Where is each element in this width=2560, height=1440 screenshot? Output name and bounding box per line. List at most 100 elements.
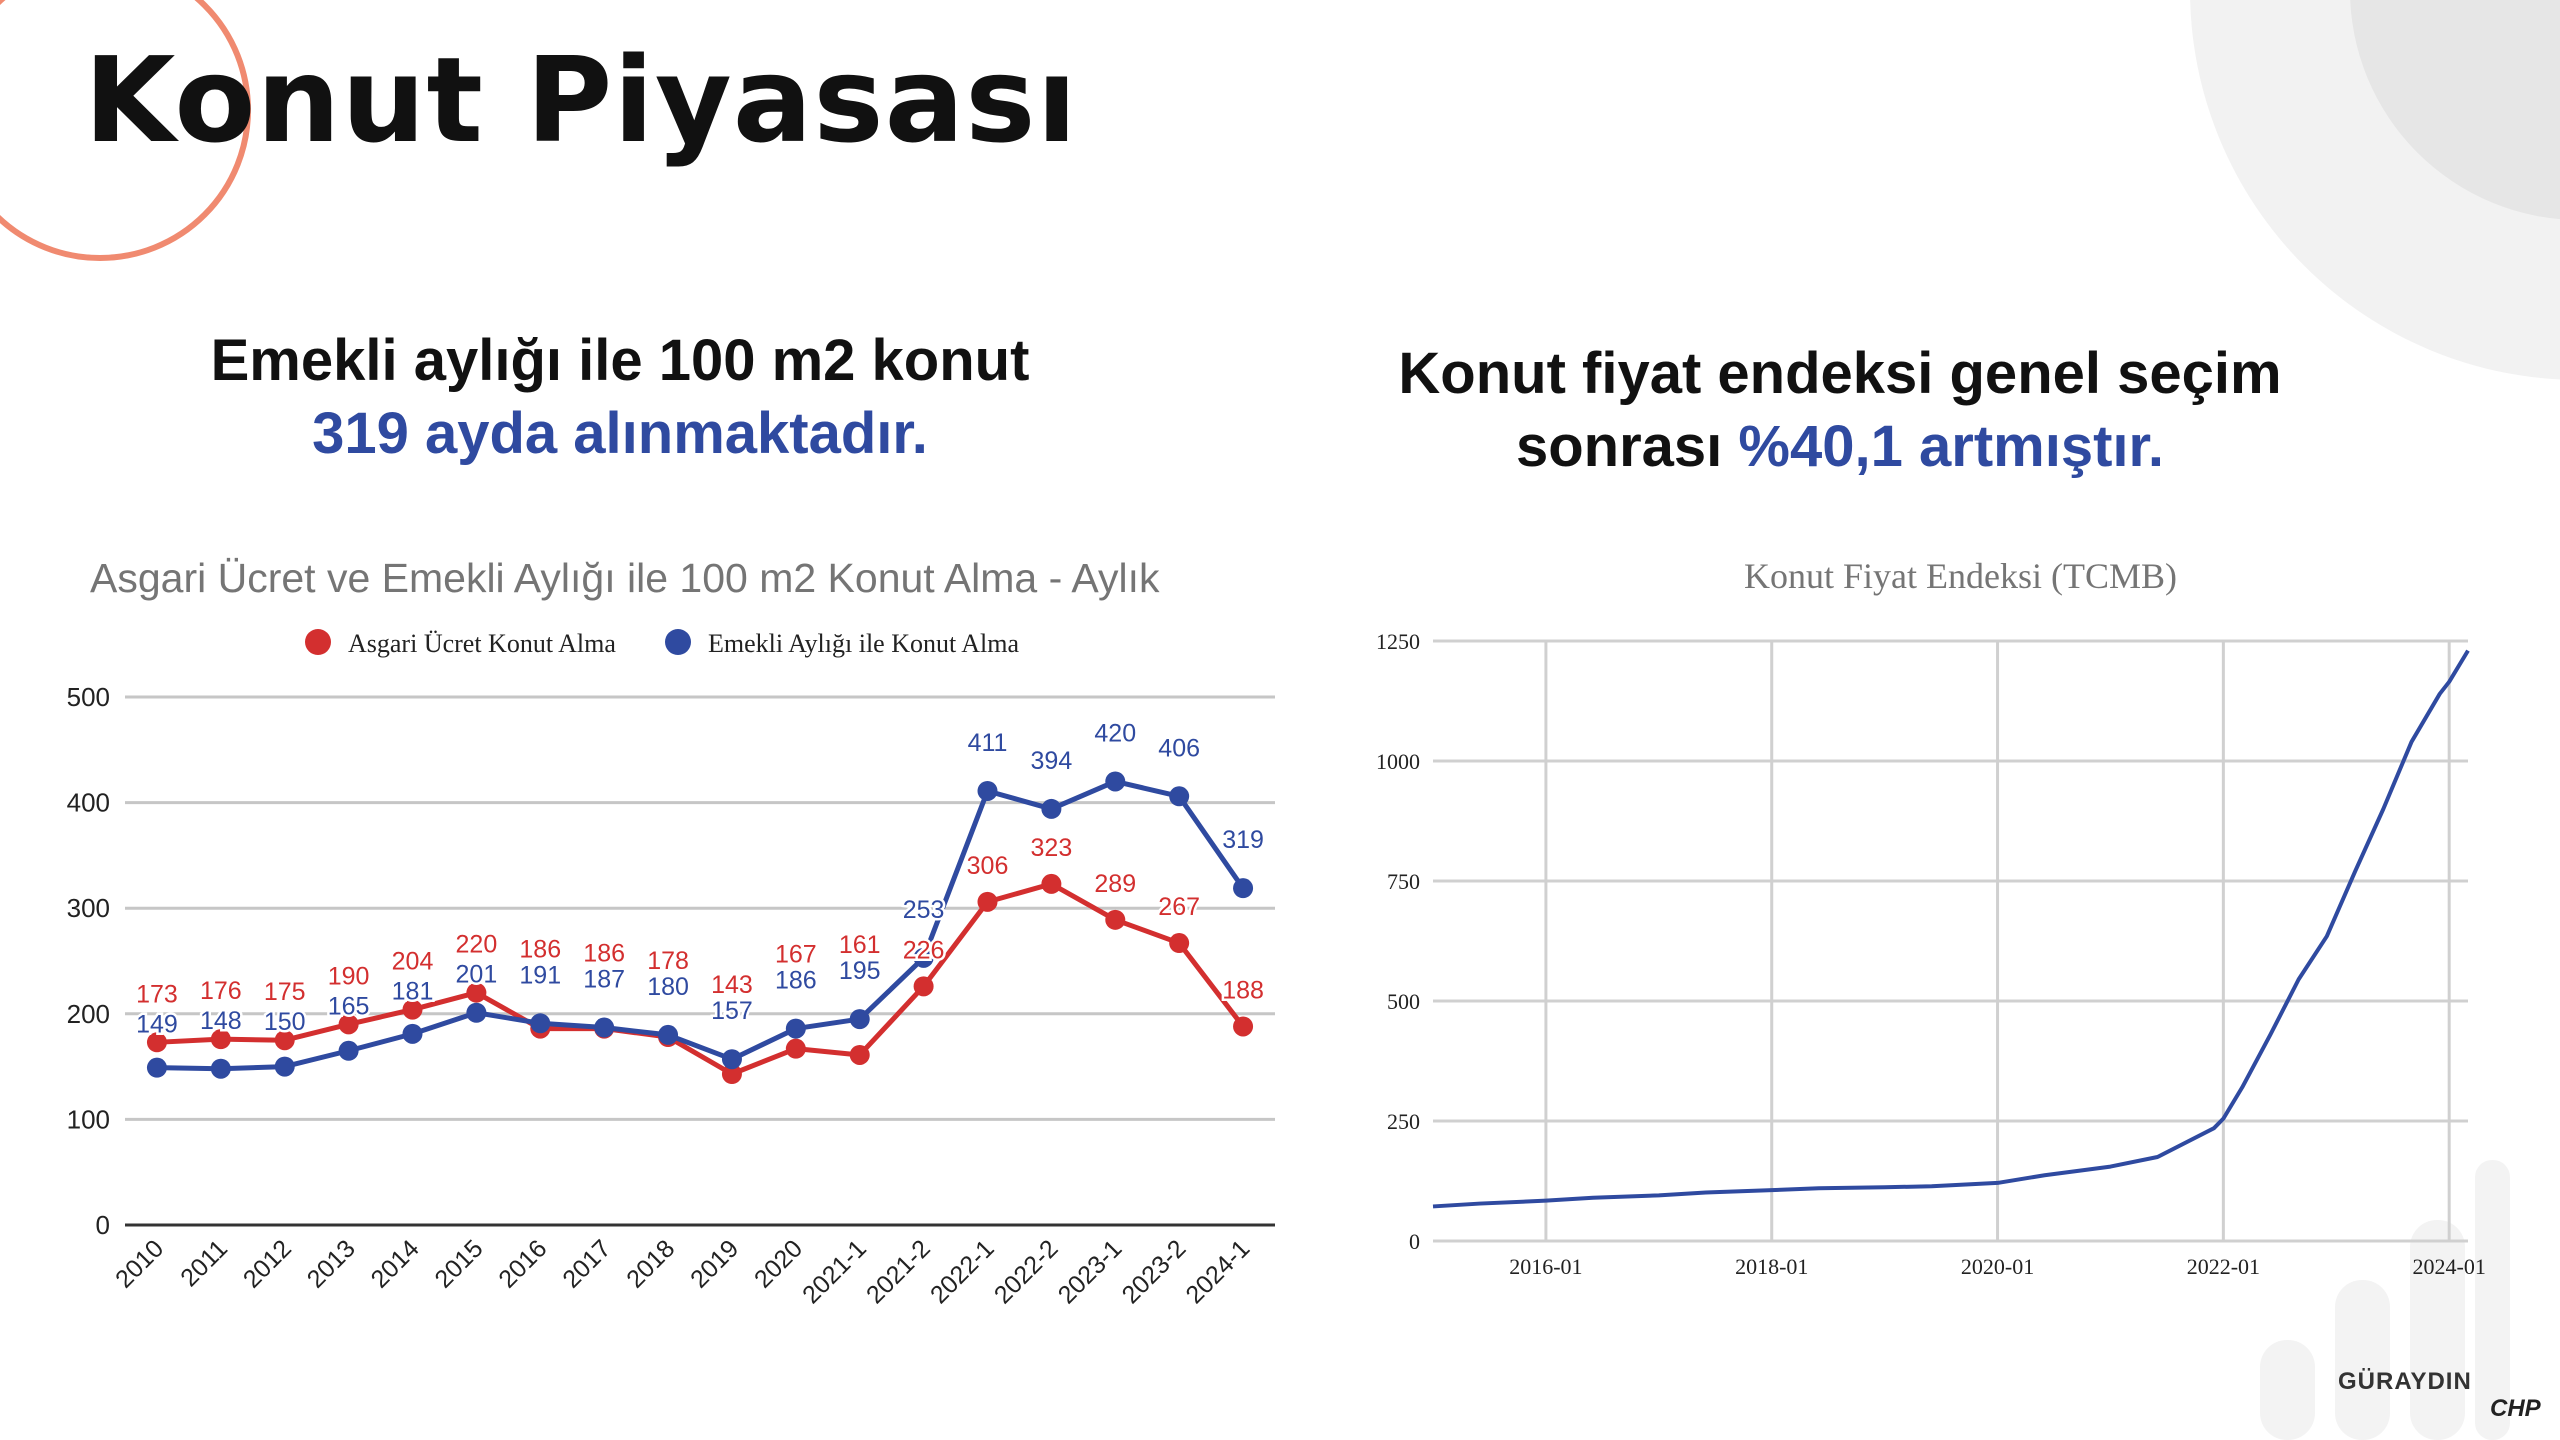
data-label: 149: [136, 1010, 178, 1038]
data-point: [1233, 878, 1254, 899]
data-label: 150: [264, 1008, 306, 1036]
data-label: 406: [1158, 734, 1200, 762]
right-headline: Konut fiyat endeksi genel seçim sonrası …: [1340, 338, 2340, 483]
data-label: 289: [1094, 870, 1136, 898]
data-point: [338, 1014, 359, 1035]
data-point: [210, 1029, 231, 1050]
series-line: [1432, 649, 2470, 1209]
y-tick-label: 250: [1387, 1109, 1420, 1134]
data-label: 161: [839, 931, 881, 959]
series-line: [156, 881, 1246, 1077]
data-point: [466, 982, 487, 1003]
right-headline-highlight: %40,1 artmıştır.: [1738, 413, 2164, 479]
data-point: [785, 1038, 806, 1059]
data-point: [1041, 873, 1062, 894]
y-tick-label: 500: [67, 682, 110, 712]
data-point: [1233, 1016, 1254, 1037]
data-label: 420: [1094, 719, 1136, 747]
data-point: [146, 1057, 167, 1078]
data-label: 323: [1031, 834, 1073, 862]
data-point: [402, 999, 423, 1020]
data-point: [913, 947, 934, 968]
data-label: 181: [392, 978, 434, 1006]
data-label: 411: [968, 729, 1008, 757]
data-label: 319: [1222, 826, 1264, 854]
data-label: 220: [456, 931, 498, 959]
party-logo: CHP: [2490, 1395, 2541, 1422]
left-headline: Emekli aylığı ile 100 m2 konut 319 ayda …: [160, 325, 1080, 470]
data-label: 186: [583, 940, 625, 968]
series-line: [156, 778, 1246, 1072]
data-label: 187: [583, 966, 625, 994]
data-label: 201: [456, 961, 498, 989]
chart-title: Asgari Ücret ve Emekli Aylığı ile 100 m2…: [90, 555, 1160, 601]
data-label: 148: [200, 1007, 242, 1035]
data-point: [977, 780, 998, 801]
legend-label: Asgari Ücret Konut Alma: [348, 629, 616, 658]
data-point: [274, 1030, 295, 1051]
x-tick-label: 2024-01: [2413, 1254, 2486, 1279]
right-headline-prefix: sonrası: [1515, 413, 1739, 479]
data-label: 394: [1031, 747, 1073, 775]
y-tick-label: 500: [1387, 989, 1420, 1014]
signature-logo: GÜRAYDIN: [2338, 1368, 2472, 1395]
data-label: 180: [647, 973, 689, 1001]
x-tick-label: 2020-01: [1961, 1254, 2034, 1279]
data-point: [402, 1023, 423, 1044]
data-point: [210, 1058, 231, 1079]
data-label: 226: [903, 936, 945, 964]
y-tick-label: 300: [67, 893, 110, 923]
left-headline-line1: Emekli aylığı ile 100 m2 konut: [210, 328, 1030, 393]
data-point: [721, 1049, 742, 1070]
data-label: 157: [711, 997, 753, 1025]
x-tick-label: 2016-01: [1509, 1254, 1582, 1279]
y-tick-label: 100: [67, 1104, 110, 1134]
data-point: [977, 891, 998, 912]
data-point: [1041, 798, 1062, 819]
y-tick-label: 400: [67, 788, 110, 818]
data-point: [849, 1044, 870, 1065]
legend-label: Emekli Aylığı ile Konut Alma: [708, 629, 1019, 658]
y-tick-label: 0: [1409, 1229, 1420, 1254]
data-point: [721, 1063, 742, 1084]
x-tick-label: 2018-01: [1735, 1254, 1808, 1279]
data-label: 143: [711, 971, 753, 999]
data-label: 178: [647, 947, 689, 975]
legend-marker: [305, 629, 331, 655]
data-label: 167: [775, 941, 817, 969]
y-tick-label: 1250: [1376, 629, 1420, 654]
data-point: [338, 1040, 359, 1061]
data-point: [785, 1018, 806, 1039]
data-label: 253: [903, 896, 945, 924]
y-tick-label: 750: [1387, 869, 1420, 894]
left-headline-line2: 319 ayda alınmaktadır.: [312, 400, 928, 466]
data-label: 204: [392, 948, 434, 976]
data-label: 195: [839, 957, 881, 985]
data-label: 176: [200, 977, 242, 1005]
data-point: [274, 1056, 295, 1077]
data-point: [1105, 909, 1126, 930]
x-tick-label: 2022-01: [2187, 1254, 2260, 1279]
data-label: 190: [328, 962, 370, 990]
y-tick-label: 1000: [1376, 749, 1420, 774]
legend-marker: [665, 629, 691, 655]
data-label: 186: [775, 967, 817, 995]
data-point: [658, 1024, 679, 1045]
data-label: 191: [519, 961, 561, 989]
page-title: Konut Piyasası: [84, 31, 1078, 169]
data-point: [530, 1013, 551, 1034]
data-label: 173: [136, 980, 178, 1008]
data-label: 175: [264, 978, 306, 1006]
data-label: 186: [519, 935, 561, 963]
chart-title: Konut Fiyat Endeksi (TCMB): [1744, 556, 2177, 596]
y-tick-label: 0: [96, 1210, 110, 1240]
data-label: 306: [967, 852, 1009, 880]
data-point: [849, 1009, 870, 1030]
data-point: [146, 1032, 167, 1053]
data-point: [1169, 786, 1190, 807]
data-point: [1105, 771, 1126, 792]
y-tick-label: 200: [67, 999, 110, 1029]
data-point: [466, 1002, 487, 1023]
data-point: [1169, 933, 1190, 954]
